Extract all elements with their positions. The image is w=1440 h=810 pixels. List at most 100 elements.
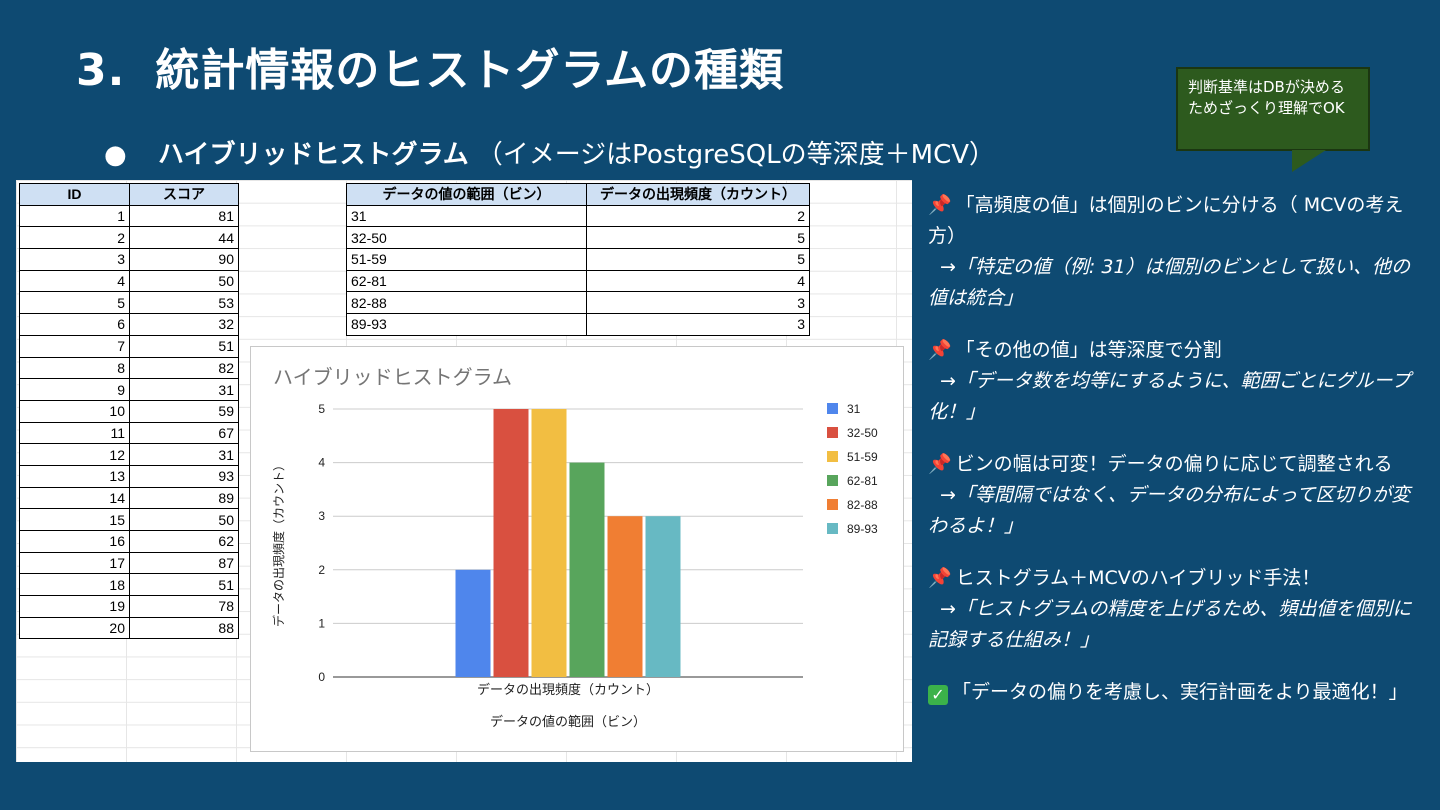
spreadsheet-screenshot: ID スコア 1 81 2 44 3 90 4 50 5 53 6 32 7 51 8 82 9 31 10 59 11… [16, 180, 912, 762]
note-detail: →「特定の値（例: 31）は個別のビンとして扱い、他の値は統合」 [928, 252, 1418, 314]
bin-table-range-cell: 89-93 [346, 313, 587, 336]
score-table-id-cell: 9 [19, 378, 130, 401]
note-heading: ビンの幅は可変！データの偏りに応じて調整される [955, 453, 1393, 475]
pushpin-icon: 📌 [928, 194, 952, 216]
score-table-score-cell: 44 [129, 226, 239, 250]
score-table-score-cell: 93 [129, 464, 239, 488]
note-item: 📌 「その他の値」は等深度で分割 →「データ数を均等にするように、範囲ごとにグループ… [928, 335, 1418, 428]
chart-title: ハイブリッドヒストグラム [273, 365, 512, 389]
bin-table-range-cell: 51-59 [346, 248, 587, 271]
bin-table-row: 31 2 [346, 204, 810, 228]
note-detail: →「データ数を均等にするように、範囲ごとにグループ化！」 [928, 366, 1418, 428]
bin-table-row: 62-81 4 [346, 269, 810, 293]
check-icon: ✓ [928, 685, 948, 705]
score-table-score-cell: 59 [129, 399, 239, 423]
note-item: ✓ 「データの偏りを考慮し、実行計画をより最適化！」 [928, 677, 1418, 708]
score-table-score-cell: 32 [129, 313, 239, 336]
score-table-row: 14 89 [19, 486, 239, 510]
bin-table-row: 89-93 3 [346, 313, 810, 336]
note-item: 📌 ビンの幅は可変！データの偏りに応じて調整される →「等間隔ではなく、データの分布… [928, 449, 1418, 542]
legend-label: 51-59 [847, 450, 878, 464]
score-table-score-cell: 82 [129, 356, 239, 380]
score-table-id-cell: 4 [19, 269, 130, 293]
note-detail-text: 「データ数を均等にするように、範囲ごとにグループ化！」 [928, 370, 1411, 423]
score-table-score-cell: 31 [129, 443, 239, 466]
score-table-id-cell: 15 [19, 508, 130, 531]
score-table-id-cell: 3 [19, 248, 130, 271]
slide-title-text: 統計情報のヒストグラムの種類 [155, 45, 785, 96]
score-table-row: 18 51 [19, 573, 239, 597]
score-table-id-cell: 20 [19, 616, 130, 640]
bin-table: データの値の範囲（ビン） データの出現頻度（カウント） 31 2 32-50 5 51-… [346, 183, 810, 336]
bullet-bold-text: ハイブリッドヒストグラム [158, 140, 469, 170]
y-tick-label: 0 [318, 670, 325, 684]
y-axis-title: データの出現頻度（カウント） [271, 459, 286, 627]
legend-swatch [827, 475, 838, 486]
callout-text: 判断基準はDBが決めるためざっくり理解でOK [1188, 78, 1345, 117]
score-table-row: 19 78 [19, 595, 239, 618]
bullet-normal-text: （イメージはPostgreSQLの等深度＋MCV） [476, 140, 996, 170]
bin-table-count-cell: 5 [586, 226, 810, 250]
score-table-score-cell: 67 [129, 421, 239, 445]
score-table-score-cell: 90 [129, 248, 239, 271]
score-table-row: 8 82 [19, 356, 239, 380]
arrow-icon: → [940, 598, 956, 620]
legend-label: 89-93 [847, 522, 878, 536]
legend-label: 62-81 [847, 474, 878, 488]
note-heading: 「高頻度の値」は個別のビンに分ける（ MCVの考え方） [928, 194, 1404, 247]
arrow-icon: → [940, 370, 956, 392]
bar-89-93 [645, 516, 681, 677]
legend-label: 32-50 [847, 426, 878, 440]
bin-table-header-range: データの値の範囲（ビン） [346, 183, 587, 206]
arrow-icon: → [940, 484, 956, 506]
score-table-id-cell: 11 [19, 421, 130, 445]
legend-swatch [827, 499, 838, 510]
bin-table-range-cell: 32-50 [346, 226, 587, 250]
note-detail-text: 「ヒストグラムの精度を上げるため、頻出値を個別に記録する仕組み！」 [928, 598, 1412, 651]
score-table-row: 5 53 [19, 291, 239, 315]
bar-31 [455, 569, 491, 677]
score-table-id-cell: 12 [19, 443, 130, 466]
pushpin-icon: 📌 [928, 453, 952, 475]
bar-32-50 [493, 409, 529, 677]
score-table-header-id: ID [19, 183, 130, 206]
note-heading: 「その他の値」は等深度で分割 [955, 339, 1222, 361]
score-table-row: 4 50 [19, 269, 239, 293]
score-table-score-cell: 51 [129, 334, 239, 358]
score-table-id-cell: 8 [19, 356, 130, 380]
score-table-row: 9 31 [19, 378, 239, 401]
bin-table-range-cell: 31 [346, 204, 587, 228]
score-table: ID スコア 1 81 2 44 3 90 4 50 5 53 6 32 7 51 8 82 9 31 10 59 11… [19, 183, 239, 640]
score-table-header-score: スコア [129, 183, 239, 206]
callout-box: 判断基準はDBが決めるためざっくり理解でOK [1176, 67, 1370, 151]
bar-62-81 [569, 462, 605, 677]
score-table-score-cell: 51 [129, 573, 239, 597]
note-heading: 「データの偏りを考慮し、実行計画をより最適化！」 [952, 681, 1408, 703]
score-table-id-cell: 13 [19, 464, 130, 488]
score-table-row: 13 93 [19, 464, 239, 488]
legend-label: 82-88 [847, 498, 878, 512]
score-table-score-cell: 62 [129, 530, 239, 553]
bullet-dot-icon: ● [104, 140, 127, 170]
legend-swatch [827, 427, 838, 438]
note-detail-text: 「等間隔ではなく、データの分布によって区切りが変わるよ！」 [928, 484, 1411, 537]
score-table-id-cell: 5 [19, 291, 130, 315]
score-table-row: 20 88 [19, 616, 239, 640]
score-table-id-cell: 10 [19, 399, 130, 423]
bar-51-59 [531, 409, 567, 677]
pushpin-icon: 📌 [928, 567, 952, 589]
bar-82-88 [607, 516, 643, 677]
score-table-row: 10 59 [19, 399, 239, 423]
y-tick-label: 1 [318, 616, 325, 630]
score-table-row: 2 44 [19, 226, 239, 250]
bin-table-count-cell: 3 [586, 313, 810, 336]
score-table-id-cell: 19 [19, 595, 130, 618]
score-table-score-cell: 53 [129, 291, 239, 315]
pushpin-icon: 📌 [928, 339, 952, 361]
slide-number: 3. [76, 45, 126, 96]
bin-table-range-cell: 62-81 [346, 269, 587, 293]
score-table-score-cell: 50 [129, 269, 239, 293]
score-table-id-cell: 14 [19, 486, 130, 510]
score-table-score-cell: 50 [129, 508, 239, 531]
callout-tail [1292, 150, 1326, 172]
